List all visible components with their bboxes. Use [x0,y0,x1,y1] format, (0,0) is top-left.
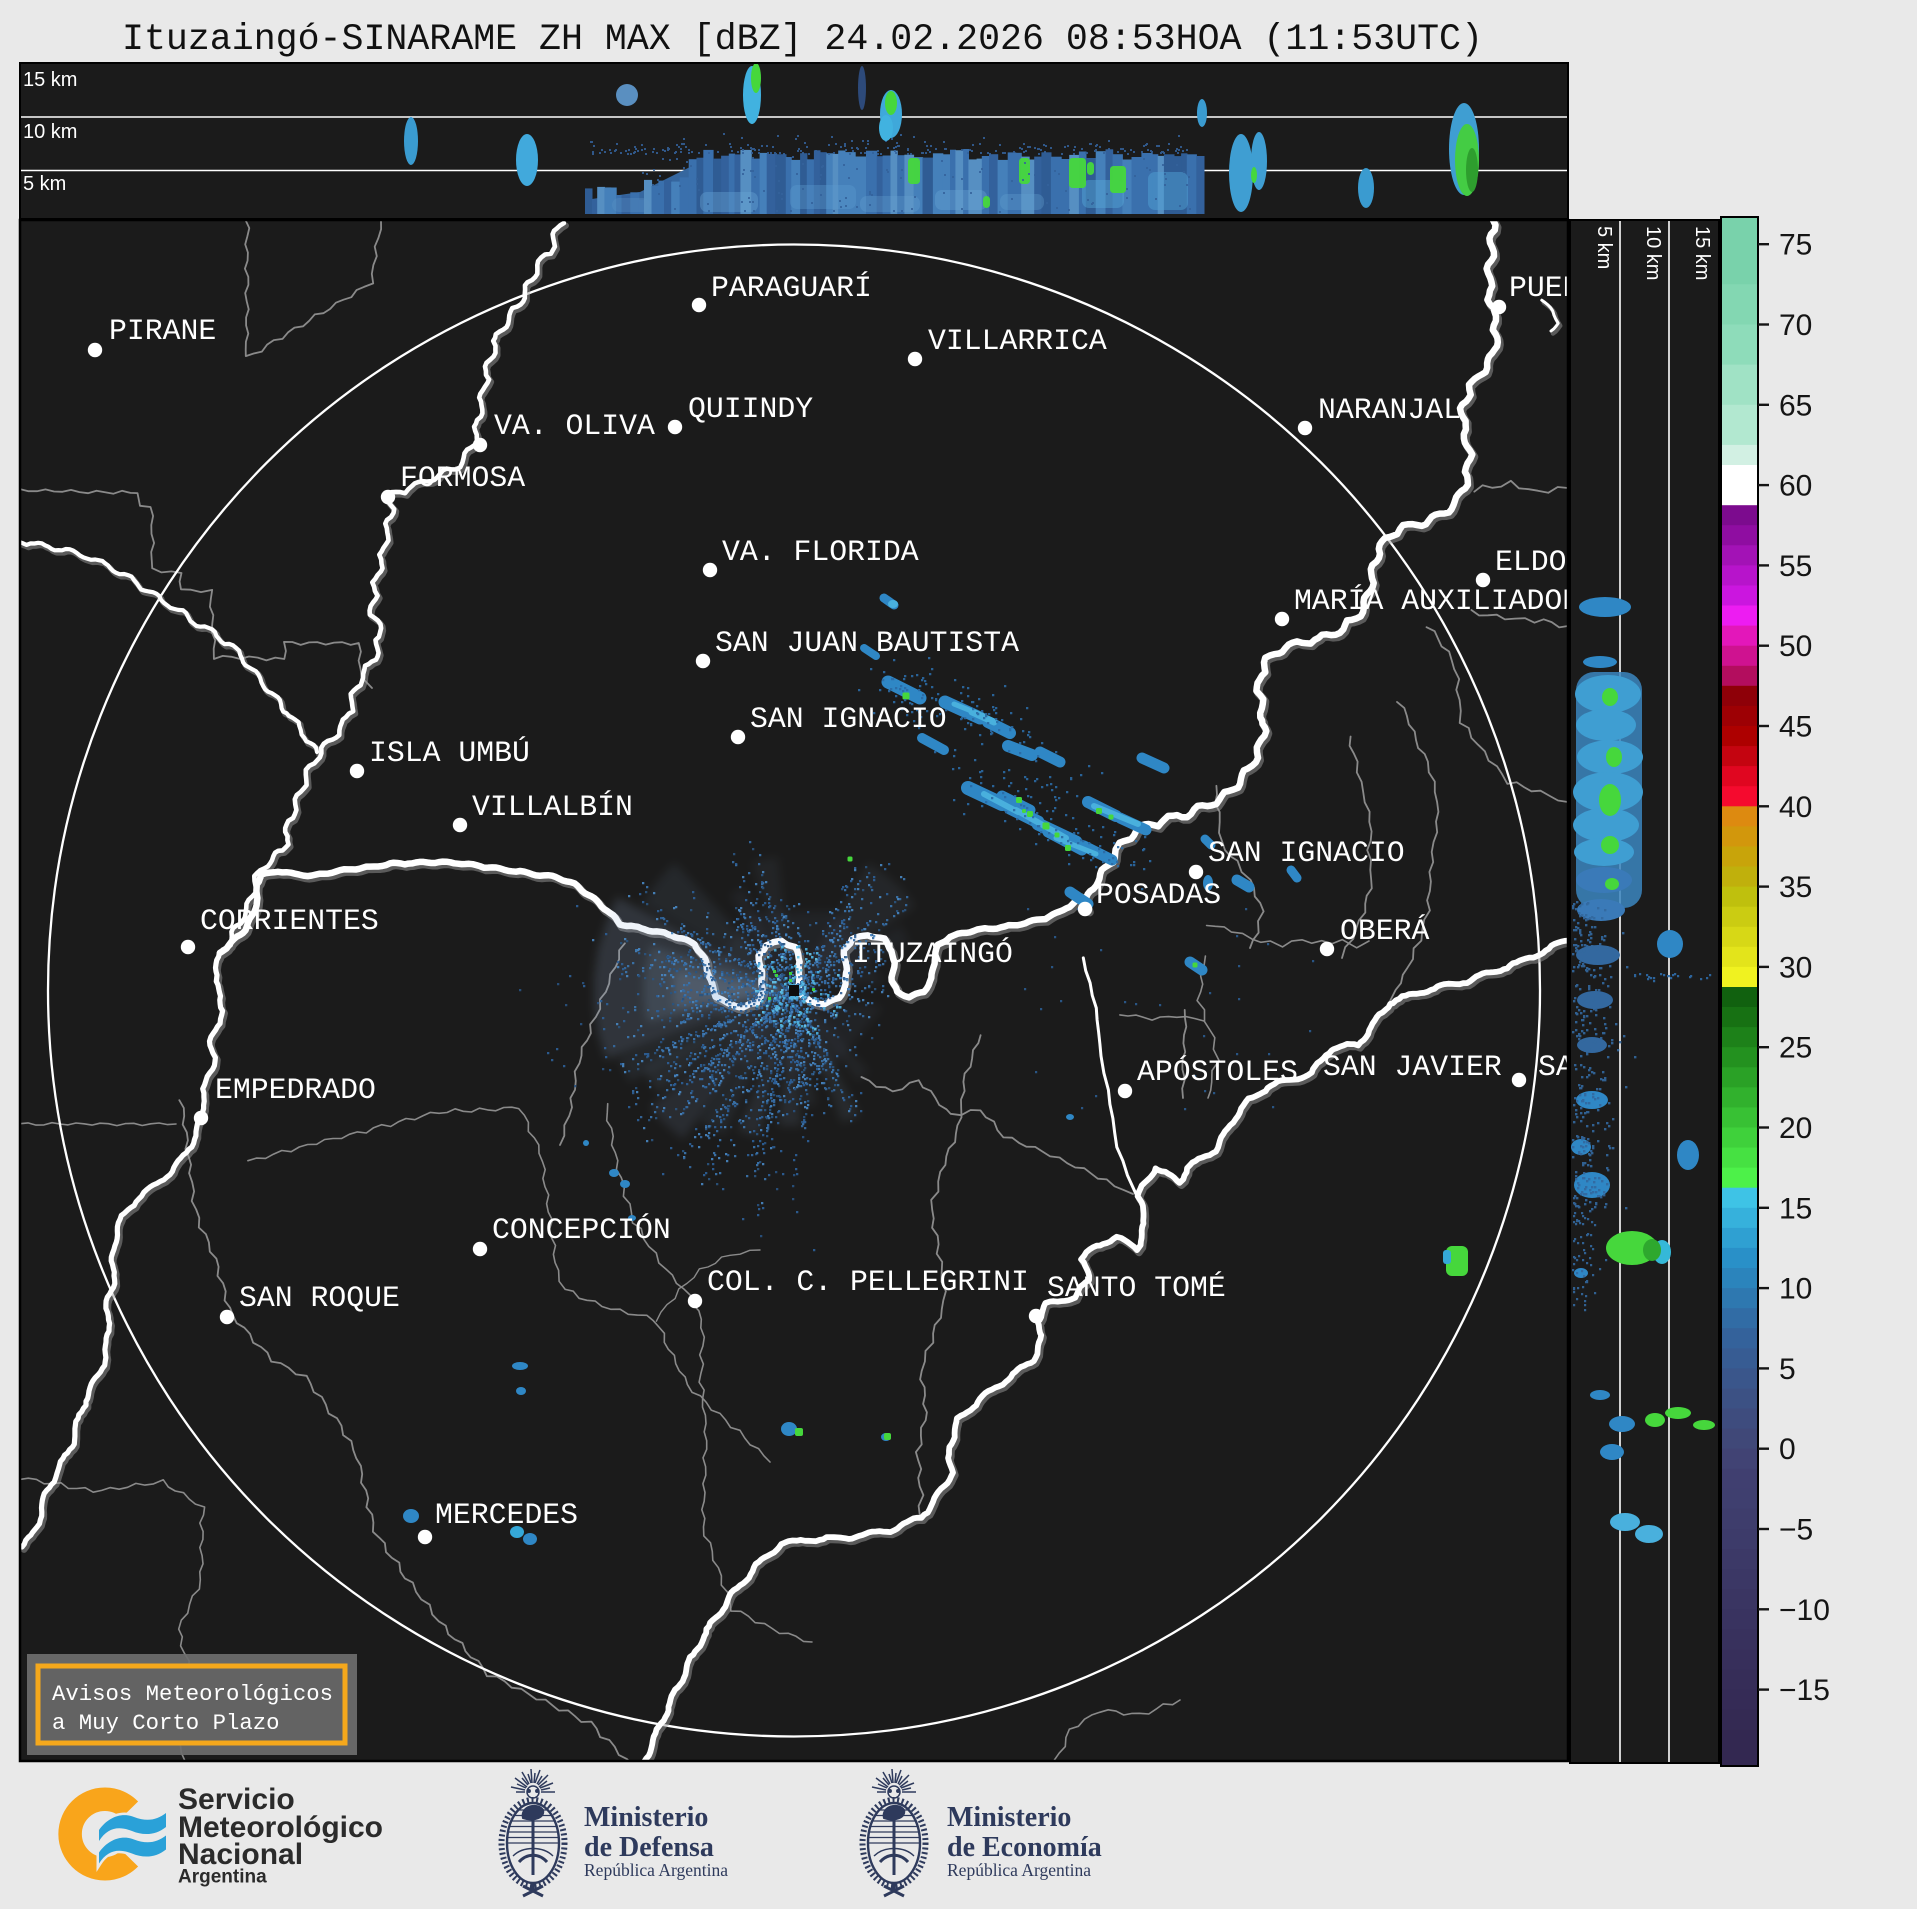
svg-text:Servicio: Servicio [178,1783,295,1816]
svg-text:APÓSTOLES: APÓSTOLES [1137,1055,1298,1089]
svg-text:−10: −10 [1779,1594,1830,1627]
svg-text:Avisos Meteorológicos: Avisos Meteorológicos [52,1681,333,1707]
svg-text:SAN ROQUE: SAN ROQUE [239,1281,400,1315]
svg-text:QUIINDY: QUIINDY [688,392,813,426]
svg-text:VILLARRICA: VILLARRICA [928,324,1107,358]
svg-text:PIRANE: PIRANE [109,314,216,348]
svg-text:República Argentina: República Argentina [947,1860,1091,1880]
svg-text:ITUZAINGÓ: ITUZAINGÓ [852,937,1013,971]
svg-text:55: 55 [1779,550,1812,583]
svg-text:MARÍA AUXILIADORA: MARÍA AUXILIADORA [1294,584,1598,618]
svg-text:EMPEDRADO: EMPEDRADO [215,1073,376,1107]
svg-text:Ministerio: Ministerio [584,1802,708,1833]
svg-text:Ituzaingó-SINARAME ZH MAX [dBZ: Ituzaingó-SINARAME ZH MAX [dBZ] 24.02.20… [122,19,1483,60]
svg-text:NARANJAL: NARANJAL [1318,393,1461,427]
svg-text:SAN IGNACIO: SAN IGNACIO [1208,836,1405,870]
svg-text:5 km: 5 km [23,173,66,195]
svg-text:25: 25 [1779,1032,1812,1065]
svg-text:0: 0 [1779,1433,1796,1466]
svg-text:CONCEPCIÓN: CONCEPCIÓN [492,1213,671,1247]
svg-text:65: 65 [1779,389,1812,422]
svg-text:15: 15 [1779,1192,1812,1225]
svg-text:VILLALBÍN: VILLALBÍN [472,790,633,824]
svg-text:ISLA UMBÚ: ISLA UMBÚ [369,736,530,770]
svg-text:5: 5 [1779,1353,1796,1386]
svg-text:VA. OLIVA: VA. OLIVA [494,409,655,443]
svg-text:FORMOSA: FORMOSA [400,461,525,495]
svg-text:OBERÁ: OBERÁ [1340,914,1430,948]
svg-text:Nacional: Nacional [178,1838,303,1871]
svg-text:−5: −5 [1779,1514,1813,1547]
svg-text:de Economía: de Economía [947,1832,1102,1863]
svg-text:de Defensa: de Defensa [584,1832,714,1863]
svg-text:5 km: 5 km [1593,226,1615,269]
svg-text:30: 30 [1779,951,1812,984]
svg-text:60: 60 [1779,470,1812,503]
svg-text:Meteorológico: Meteorológico [178,1811,383,1844]
svg-text:15 km: 15 km [1691,226,1713,280]
svg-text:PARAGUARÍ: PARAGUARÍ [711,271,872,305]
svg-text:SAN JUAN BAUTISTA: SAN JUAN BAUTISTA [715,626,1019,660]
svg-text:70: 70 [1779,309,1812,342]
svg-text:40: 40 [1779,791,1812,824]
svg-text:10 km: 10 km [1642,226,1664,280]
svg-text:10 km: 10 km [23,121,77,143]
svg-text:SANTO TOMÉ: SANTO TOMÉ [1047,1271,1226,1305]
svg-text:SAN IGNACIO: SAN IGNACIO [750,702,947,736]
svg-text:Argentina: Argentina [178,1867,267,1888]
svg-text:CORRIENTES: CORRIENTES [200,904,379,938]
svg-text:15 km: 15 km [23,69,77,91]
svg-text:República Argentina: República Argentina [584,1860,728,1880]
svg-text:ELDORADO: ELDORADO [1495,545,1638,579]
svg-text:35: 35 [1779,871,1812,904]
svg-text:Ministerio: Ministerio [947,1802,1071,1833]
svg-text:SAN JAVIER: SAN JAVIER [1323,1050,1502,1084]
svg-text:VA. FLORIDA: VA. FLORIDA [722,535,919,569]
svg-text:a Muy Corto Plazo: a Muy Corto Plazo [52,1710,279,1736]
svg-text:COL. C. PELLEGRINI: COL. C. PELLEGRINI [707,1265,1029,1299]
svg-text:75: 75 [1779,229,1812,262]
svg-text:20: 20 [1779,1112,1812,1145]
svg-text:−15: −15 [1779,1674,1830,1707]
svg-text:PUERTO RICO: PUERTO RICO [1509,271,1706,305]
svg-text:10: 10 [1779,1273,1812,1306]
svg-text:50: 50 [1779,630,1812,663]
svg-text:SANT: SANT [1538,1050,1610,1084]
svg-text:MERCEDES: MERCEDES [435,1498,578,1532]
svg-text:POSADAS: POSADAS [1096,878,1221,912]
svg-text:45: 45 [1779,711,1812,744]
